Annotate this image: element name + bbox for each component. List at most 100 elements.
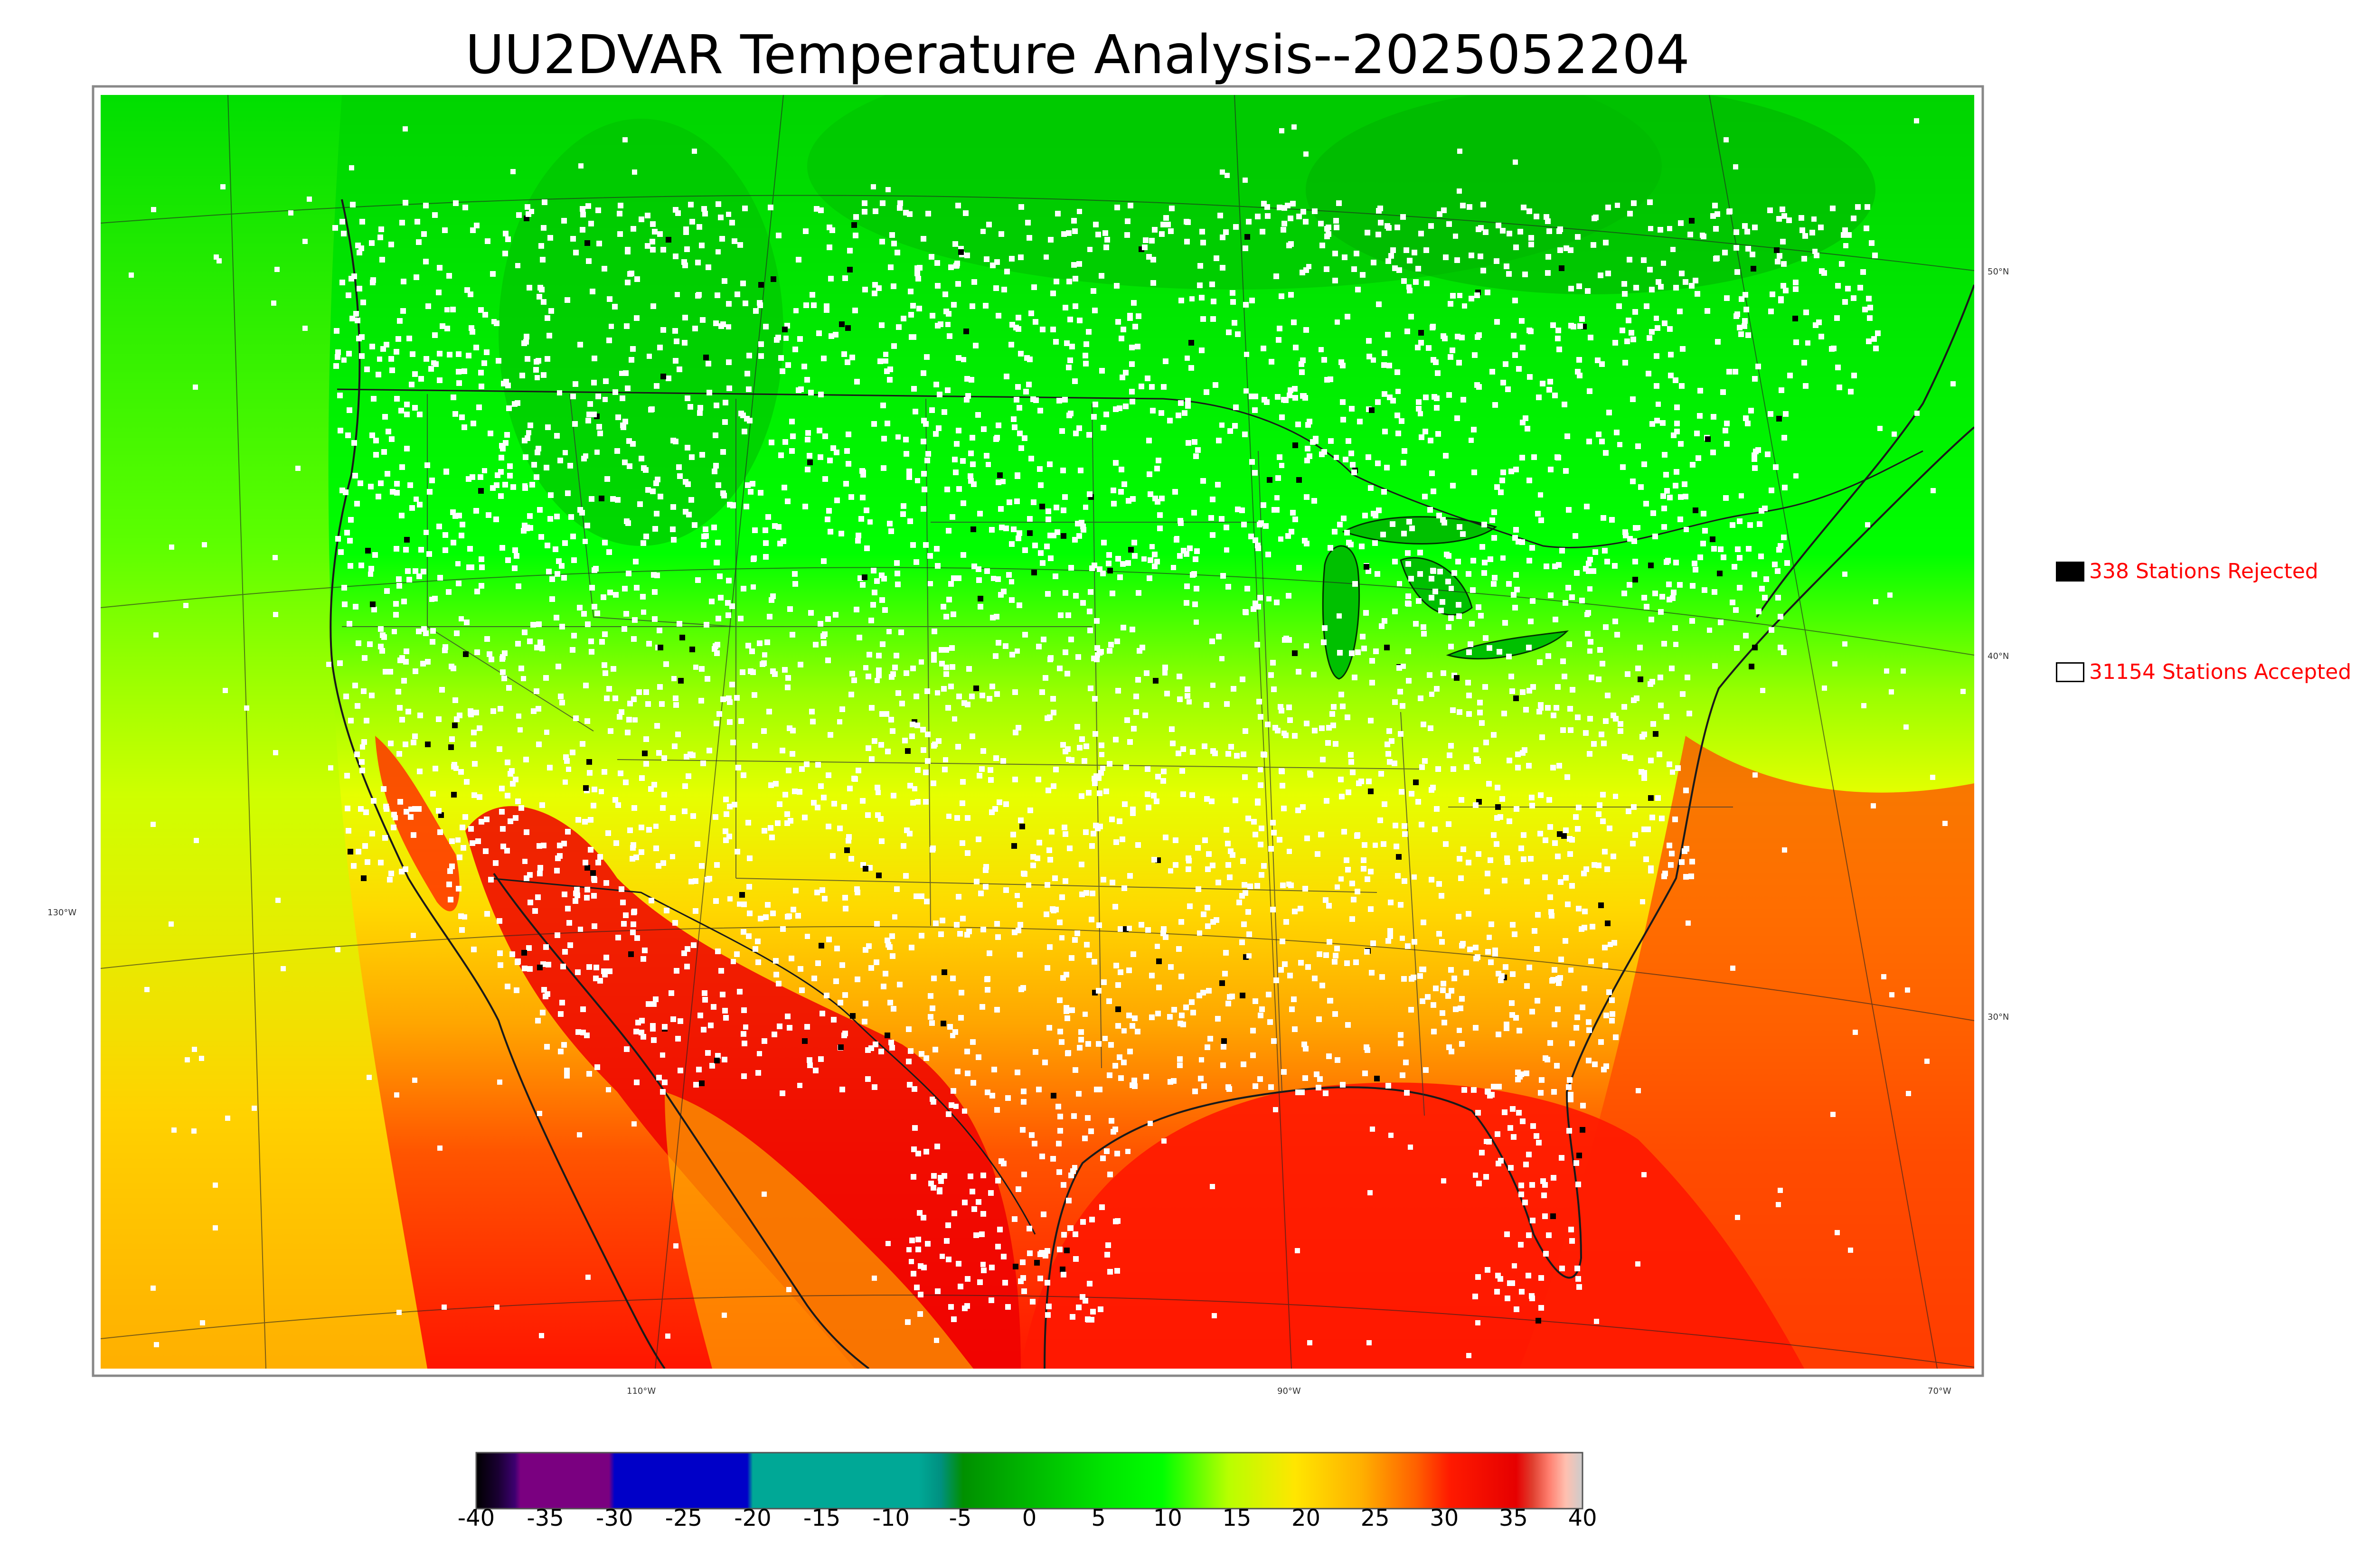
station-marker	[504, 432, 510, 438]
station-marker	[577, 605, 583, 610]
station-marker	[650, 1026, 656, 1032]
station-marker	[1456, 613, 1462, 619]
station-marker	[1525, 426, 1530, 432]
station-marker	[956, 486, 962, 492]
station-marker	[1032, 1141, 1037, 1146]
station-marker	[351, 863, 357, 869]
station-marker	[1454, 415, 1460, 421]
station-marker	[1349, 916, 1355, 922]
station-marker	[1822, 685, 1827, 691]
station-marker	[565, 490, 571, 496]
station-marker	[537, 507, 543, 513]
station-marker	[1416, 598, 1422, 604]
station-marker	[1165, 222, 1171, 227]
station-marker	[1312, 208, 1318, 214]
rockies-cold-area	[499, 119, 783, 546]
station-marker	[1630, 841, 1636, 846]
station-marker	[433, 766, 438, 771]
station-marker	[1300, 209, 1306, 215]
station-marker	[328, 765, 333, 770]
station-marker	[1248, 534, 1254, 539]
station-marker	[1780, 239, 1786, 244]
station-marker	[1335, 319, 1340, 325]
station-marker	[1586, 1027, 1592, 1033]
station-marker	[353, 604, 358, 610]
station-marker	[1033, 397, 1039, 403]
station-marker	[1273, 977, 1279, 983]
station-marker	[801, 364, 807, 369]
station-marker	[770, 911, 776, 916]
station-marker	[802, 504, 808, 509]
station-marker	[970, 303, 975, 309]
station-marker	[1230, 299, 1236, 305]
station-marker	[472, 761, 478, 767]
station-marker	[458, 769, 464, 775]
station-marker	[1193, 453, 1199, 459]
station-marker	[1502, 620, 1508, 626]
station-marker	[1084, 942, 1090, 948]
station-marker	[958, 249, 964, 255]
station-marker	[1435, 431, 1441, 437]
station-marker	[1832, 661, 1837, 667]
station-marker	[691, 942, 697, 948]
station-marker	[225, 1116, 230, 1121]
station-marker	[1187, 699, 1192, 704]
station-marker	[1327, 939, 1332, 945]
station-marker	[414, 497, 419, 502]
station-marker	[1507, 1125, 1513, 1131]
station-marker	[1115, 1006, 1121, 1012]
station-marker	[1344, 960, 1350, 966]
station-marker	[1402, 831, 1408, 837]
station-marker	[1107, 648, 1112, 654]
station-marker	[750, 481, 755, 487]
station-marker	[958, 1015, 964, 1021]
station-marker	[1009, 597, 1015, 603]
station-marker	[1423, 247, 1429, 253]
station-marker	[1000, 758, 1006, 764]
station-marker	[442, 227, 448, 233]
station-marker	[1604, 866, 1610, 872]
station-marker	[797, 336, 803, 342]
station-marker	[945, 387, 951, 393]
station-marker	[834, 450, 839, 455]
station-marker	[758, 916, 763, 921]
station-marker	[695, 841, 700, 847]
station-marker	[1903, 724, 1909, 730]
station-marker	[1506, 271, 1512, 277]
station-marker	[1197, 930, 1202, 936]
station-marker	[1204, 796, 1210, 802]
station-marker	[1332, 1011, 1338, 1017]
station-marker	[349, 316, 355, 321]
station-marker	[677, 621, 682, 627]
station-marker	[1266, 596, 1272, 601]
station-marker	[1256, 699, 1262, 704]
station-marker	[1369, 407, 1375, 413]
station-marker	[1469, 621, 1475, 627]
station-marker	[716, 616, 721, 621]
station-marker	[889, 232, 895, 238]
station-marker	[1460, 397, 1466, 403]
station-marker	[1650, 721, 1656, 727]
station-marker	[1713, 226, 1719, 232]
station-marker	[868, 618, 874, 623]
station-marker	[793, 308, 799, 313]
station-marker	[640, 594, 646, 600]
station-marker	[915, 767, 921, 773]
station-marker	[1570, 687, 1575, 693]
station-marker	[1078, 1029, 1084, 1035]
station-marker	[660, 805, 666, 811]
station-marker	[1281, 205, 1287, 211]
station-marker	[1664, 488, 1670, 494]
station-marker	[885, 749, 891, 754]
station-marker	[1018, 204, 1024, 210]
station-marker	[1733, 164, 1738, 169]
station-marker	[594, 1064, 600, 1070]
station-marker	[1564, 774, 1570, 780]
station-marker	[429, 478, 435, 483]
station-marker	[1656, 279, 1661, 285]
station-marker	[1405, 943, 1411, 949]
station-marker	[994, 1107, 1000, 1113]
station-marker	[1597, 802, 1602, 808]
station-marker	[898, 629, 904, 635]
station-marker	[1710, 536, 1715, 542]
